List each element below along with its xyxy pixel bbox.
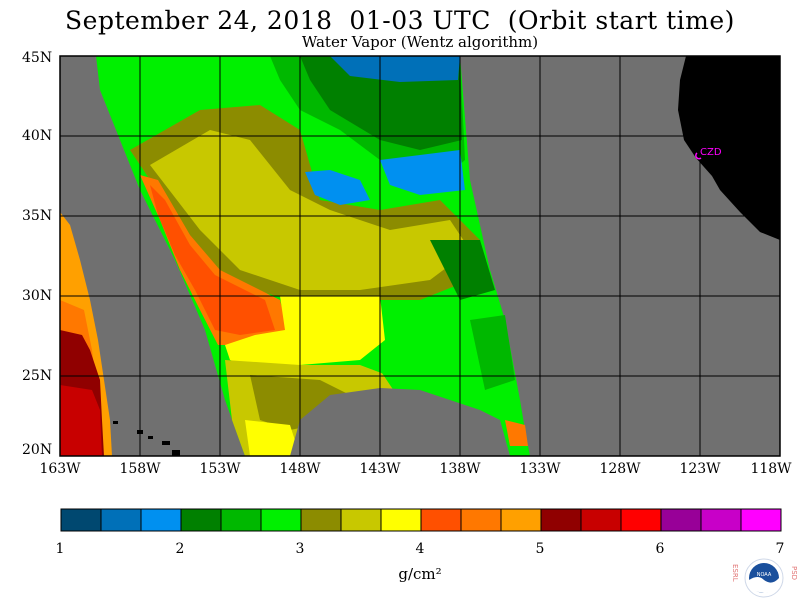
colorbar-swatch xyxy=(740,508,782,532)
colorbar-swatch xyxy=(140,508,182,532)
lon-label: 123W xyxy=(679,461,721,477)
lat-label: 40N xyxy=(22,128,53,144)
colorbar-swatch xyxy=(580,508,622,532)
logo-left-letters: ESRL xyxy=(731,564,739,582)
colorbar-tick-label: 6 xyxy=(655,541,665,557)
map-frame xyxy=(59,55,781,457)
lon-label: 133W xyxy=(519,461,561,477)
lon-label: 138W xyxy=(439,461,481,477)
colorbar-swatch xyxy=(700,508,742,532)
lon-label: 148W xyxy=(279,461,321,477)
colorbar-swatch xyxy=(220,508,262,532)
lon-label: 128W xyxy=(599,461,641,477)
gridlines xyxy=(60,56,780,456)
colorbar-swatch xyxy=(100,508,142,532)
noaa-logo: NOAA ESRL PSD xyxy=(731,558,798,598)
colorbar-swatch xyxy=(620,508,662,532)
colorbar-tick-label: 5 xyxy=(535,541,545,557)
lat-label: 30N xyxy=(22,288,53,304)
colorbar-tick-label: 2 xyxy=(175,541,185,557)
colorbar-swatch xyxy=(420,508,462,532)
colorbar-tick-label: 3 xyxy=(295,541,305,557)
station-label: CZD xyxy=(700,147,722,158)
lon-label: 158W xyxy=(119,461,161,477)
page-subtitle: Water Vapor (Wentz algorithm) xyxy=(301,33,539,51)
logo-center-text: NOAA xyxy=(757,572,772,578)
colorbar-swatch xyxy=(340,508,382,532)
lon-label: 163W xyxy=(39,461,81,477)
lon-label: 153W xyxy=(199,461,241,477)
colorbar-tick-label: 1 xyxy=(55,541,65,557)
colorbar-swatch xyxy=(660,508,702,532)
west-swath xyxy=(60,212,112,456)
colorbar-swatch xyxy=(260,508,302,532)
main-swath xyxy=(96,56,530,456)
colorbar xyxy=(60,508,782,532)
colorbar-swatch xyxy=(460,508,502,532)
page-title: September 24, 2018 01-03 UTC (Orbit star… xyxy=(65,6,735,35)
lat-label: 35N xyxy=(22,208,53,224)
lon-label: 118W xyxy=(750,461,792,477)
lon-label: 143W xyxy=(359,461,401,477)
logo-right-letters: PSD xyxy=(790,566,798,580)
lat-label: 45N xyxy=(22,50,53,66)
colorbar-tick-label: 4 xyxy=(415,541,425,557)
station-marker xyxy=(695,152,702,160)
colorbar-swatch xyxy=(380,508,422,532)
colorbar-swatch xyxy=(180,508,222,532)
colorbar-tick-label: 7 xyxy=(775,541,785,557)
colorbar-swatch xyxy=(540,508,582,532)
lat-label: 25N xyxy=(22,368,53,384)
colorbar-swatch xyxy=(300,508,342,532)
colorbar-swatch xyxy=(500,508,542,532)
colorbar-swatch xyxy=(60,508,102,532)
lat-label: 20N xyxy=(22,442,53,458)
colorbar-unit: g/cm² xyxy=(398,565,442,583)
north-america-land xyxy=(678,56,780,240)
